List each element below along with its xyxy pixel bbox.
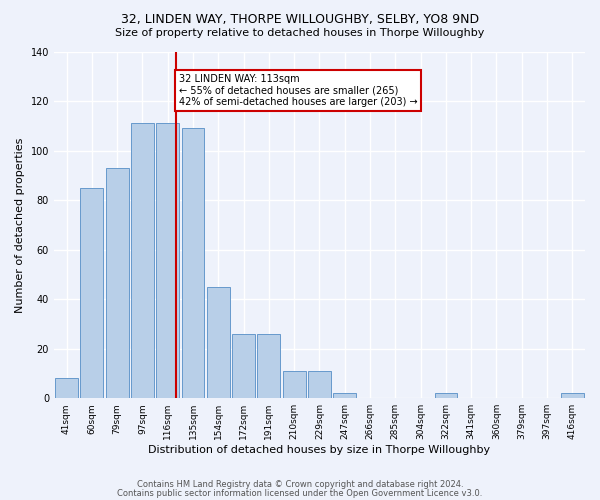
Bar	[131, 124, 154, 398]
Text: Contains HM Land Registry data © Crown copyright and database right 2024.: Contains HM Land Registry data © Crown c…	[137, 480, 463, 489]
Bar	[561, 394, 584, 398]
Text: Contains public sector information licensed under the Open Government Licence v3: Contains public sector information licen…	[118, 488, 482, 498]
Bar	[334, 394, 356, 398]
Bar	[182, 128, 205, 398]
Bar	[232, 334, 255, 398]
Text: 32, LINDEN WAY, THORPE WILLOUGHBY, SELBY, YO8 9ND: 32, LINDEN WAY, THORPE WILLOUGHBY, SELBY…	[121, 12, 479, 26]
Text: Size of property relative to detached houses in Thorpe Willoughby: Size of property relative to detached ho…	[115, 28, 485, 38]
Bar	[434, 394, 457, 398]
Bar	[55, 378, 78, 398]
Bar	[257, 334, 280, 398]
Bar	[106, 168, 128, 398]
Y-axis label: Number of detached properties: Number of detached properties	[15, 137, 25, 312]
X-axis label: Distribution of detached houses by size in Thorpe Willoughby: Distribution of detached houses by size …	[148, 445, 491, 455]
Bar	[283, 371, 305, 398]
Bar	[207, 287, 230, 398]
Text: 32 LINDEN WAY: 113sqm
← 55% of detached houses are smaller (265)
42% of semi-det: 32 LINDEN WAY: 113sqm ← 55% of detached …	[179, 74, 418, 107]
Bar	[80, 188, 103, 398]
Bar	[308, 371, 331, 398]
Bar	[157, 124, 179, 398]
